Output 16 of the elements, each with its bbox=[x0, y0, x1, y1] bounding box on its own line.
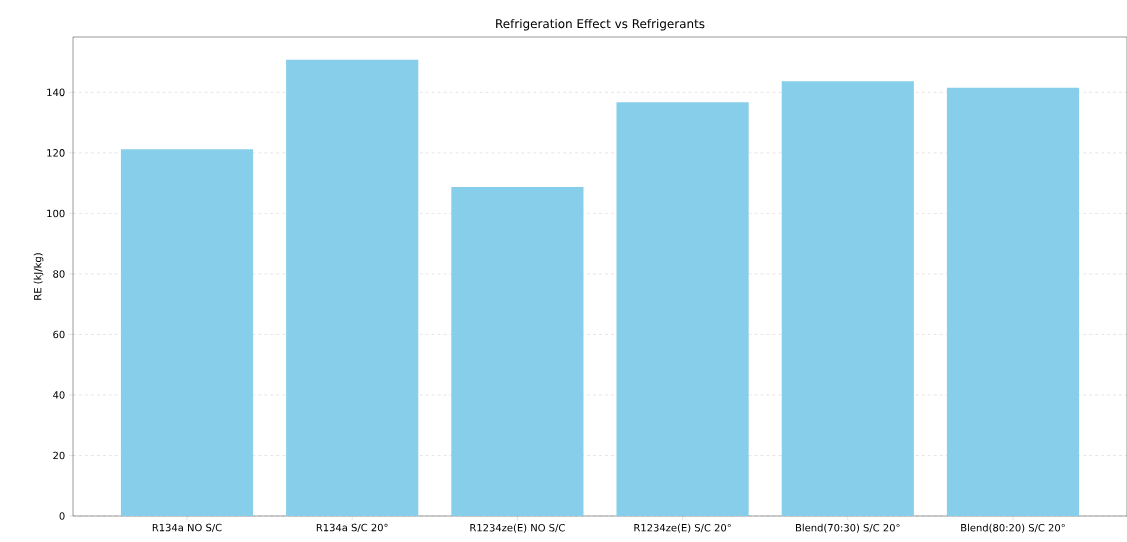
y-tick-label: 80 bbox=[53, 270, 65, 278]
x-tick-label: R1234ze(E) NO S/C bbox=[470, 523, 565, 533]
x-tick-label: Blend(80:20) S/C 20° bbox=[961, 523, 1065, 533]
chart-title: Refrigeration Effect vs Refrigerants bbox=[496, 18, 705, 31]
y-tick-label: 120 bbox=[47, 149, 65, 157]
y-tick-label: 20 bbox=[53, 451, 65, 460]
x-tick-label: R134a S/C 20° bbox=[316, 523, 388, 533]
x-tick-label: R1234ze(E) S/C 20° bbox=[634, 523, 731, 533]
y-tick-label: 100 bbox=[47, 209, 65, 218]
x-tick-label: R134a NO S/C bbox=[152, 523, 222, 533]
y-axis-title: RE (kJ/kg) bbox=[33, 253, 44, 300]
y-tick-label: 60 bbox=[53, 330, 65, 339]
y-tick-label: 0 bbox=[59, 512, 65, 520]
y-tick-label: 140 bbox=[47, 88, 65, 97]
y-tick-label: 40 bbox=[53, 391, 65, 399]
x-tick-label: Blend(70:30) S/C 20° bbox=[796, 523, 900, 533]
